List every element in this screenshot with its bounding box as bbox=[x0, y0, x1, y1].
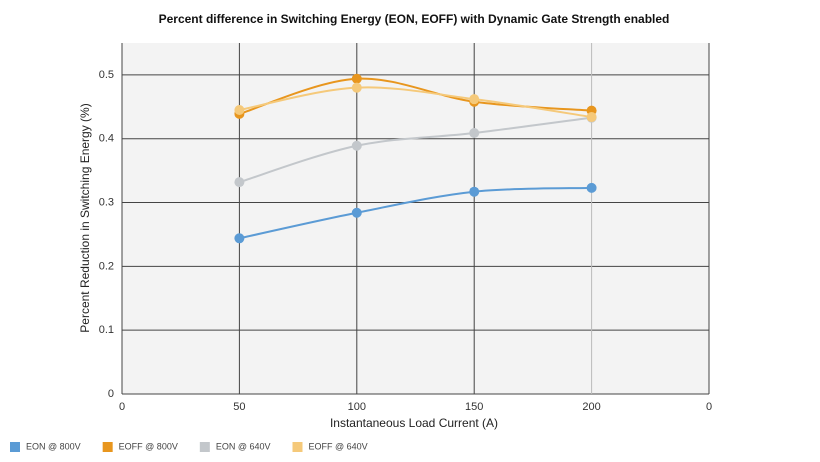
chart-title: Percent difference in Switching Energy (… bbox=[159, 12, 670, 26]
data-point bbox=[586, 112, 597, 123]
x-tick-label: 0 bbox=[119, 401, 125, 413]
series-line bbox=[239, 116, 592, 184]
data-point bbox=[351, 207, 362, 218]
legend-swatch bbox=[10, 442, 20, 452]
y-tick-label: 0.4 bbox=[99, 133, 114, 145]
data-point bbox=[234, 177, 245, 188]
y-tick-label: 0.5 bbox=[99, 69, 114, 81]
legend-label: EOFF @ 800V bbox=[119, 441, 178, 451]
x-tick-label: 100 bbox=[348, 401, 366, 413]
legend-swatch bbox=[102, 442, 113, 452]
series-line bbox=[239, 86, 592, 119]
x-tick-label: 150 bbox=[465, 401, 483, 413]
x-tick-label: 200 bbox=[582, 401, 600, 413]
y-axis-title: Percent Reduction in Switching Energy (%… bbox=[78, 103, 92, 332]
plot-area bbox=[122, 43, 709, 394]
legend-label: EOFF @ 640V bbox=[309, 441, 368, 451]
data-point bbox=[234, 105, 245, 116]
data-point bbox=[351, 82, 362, 93]
data-point bbox=[234, 233, 245, 244]
data-point bbox=[469, 186, 480, 197]
data-point bbox=[469, 127, 480, 138]
y-tick-label: 0 bbox=[108, 388, 114, 400]
legend-swatch bbox=[292, 442, 303, 452]
y-tick-label: 0.1 bbox=[99, 324, 114, 336]
y-tick-label: 0.2 bbox=[99, 260, 114, 272]
x-axis-title: Instantaneous Load Current (A) bbox=[330, 416, 498, 430]
x-tick-label: 0 bbox=[706, 401, 712, 413]
series-line bbox=[239, 186, 592, 240]
data-point bbox=[586, 182, 597, 193]
data-point bbox=[351, 73, 362, 84]
data-point bbox=[351, 140, 362, 151]
legend-label: EON @ 800V bbox=[26, 441, 81, 451]
legend-label: EON @ 640V bbox=[216, 441, 271, 451]
y-tick-label: 0.3 bbox=[99, 196, 114, 208]
x-tick-label: 50 bbox=[233, 401, 245, 413]
data-point bbox=[469, 94, 480, 105]
legend-swatch bbox=[199, 442, 210, 452]
